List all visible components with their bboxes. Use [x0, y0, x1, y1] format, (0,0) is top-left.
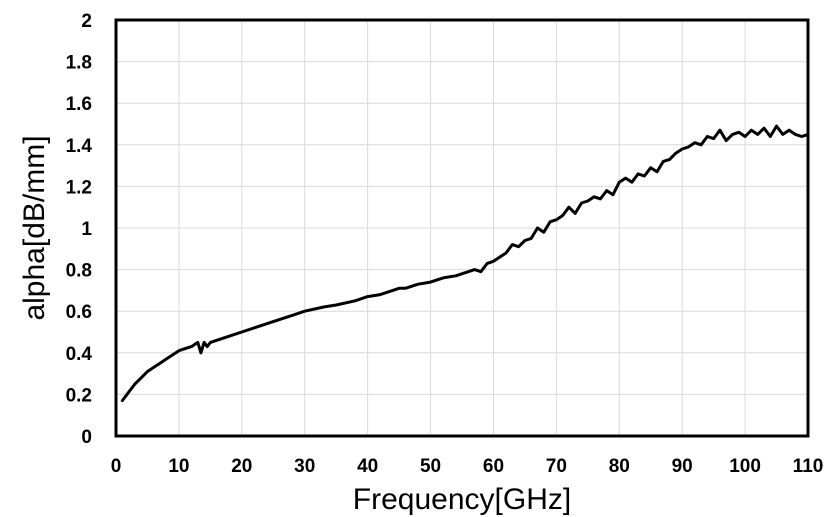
x-tick-label: 0: [111, 456, 122, 477]
x-tick-label: 60: [483, 456, 504, 477]
x-tick-labels: 0 10 20 30 40 50 60 70 80 90 100 110: [111, 456, 824, 477]
x-tick-label: 70: [546, 456, 567, 477]
x-tick-label: 10: [168, 456, 189, 477]
y-tick-label: 1.4: [66, 136, 93, 157]
series-layer: [120, 124, 810, 403]
x-tick-label: 80: [609, 456, 630, 477]
y-tick-label: 2: [81, 11, 92, 32]
y-tick-label: 0.2: [66, 385, 92, 406]
y-tick-label: 1.2: [66, 177, 92, 198]
y-tick-label: 1: [81, 219, 92, 240]
x-tick-label: 20: [231, 456, 252, 477]
series-line-0: [120, 124, 810, 403]
x-tick-label: 100: [729, 456, 761, 477]
x-tick-label: 50: [420, 456, 441, 477]
y-tick-label: 0.8: [66, 261, 92, 282]
y-tick-label: 1.8: [66, 53, 92, 74]
y-tick-label: 1.6: [66, 94, 92, 115]
x-tick-label: 90: [672, 456, 693, 477]
y-tick-label: 0.4: [66, 344, 93, 365]
x-tick-label: 40: [357, 456, 378, 477]
gridlines: [115, 19, 809, 437]
y-tick-label: 0.6: [66, 302, 92, 323]
y-tick-labels: 0 0.2 0.4 0.6 0.8 1 1.2 1.4 1.6 1.8 2: [66, 11, 93, 448]
y-tick-label: 0: [81, 427, 92, 448]
x-axis-title: Frequency[GHz]: [353, 483, 571, 516]
x-tick-label: 30: [294, 456, 315, 477]
plot-frame: [114, 18, 810, 438]
y-axis-title: alpha[dB/mm]: [18, 135, 51, 320]
x-tick-label: 110: [793, 456, 824, 477]
